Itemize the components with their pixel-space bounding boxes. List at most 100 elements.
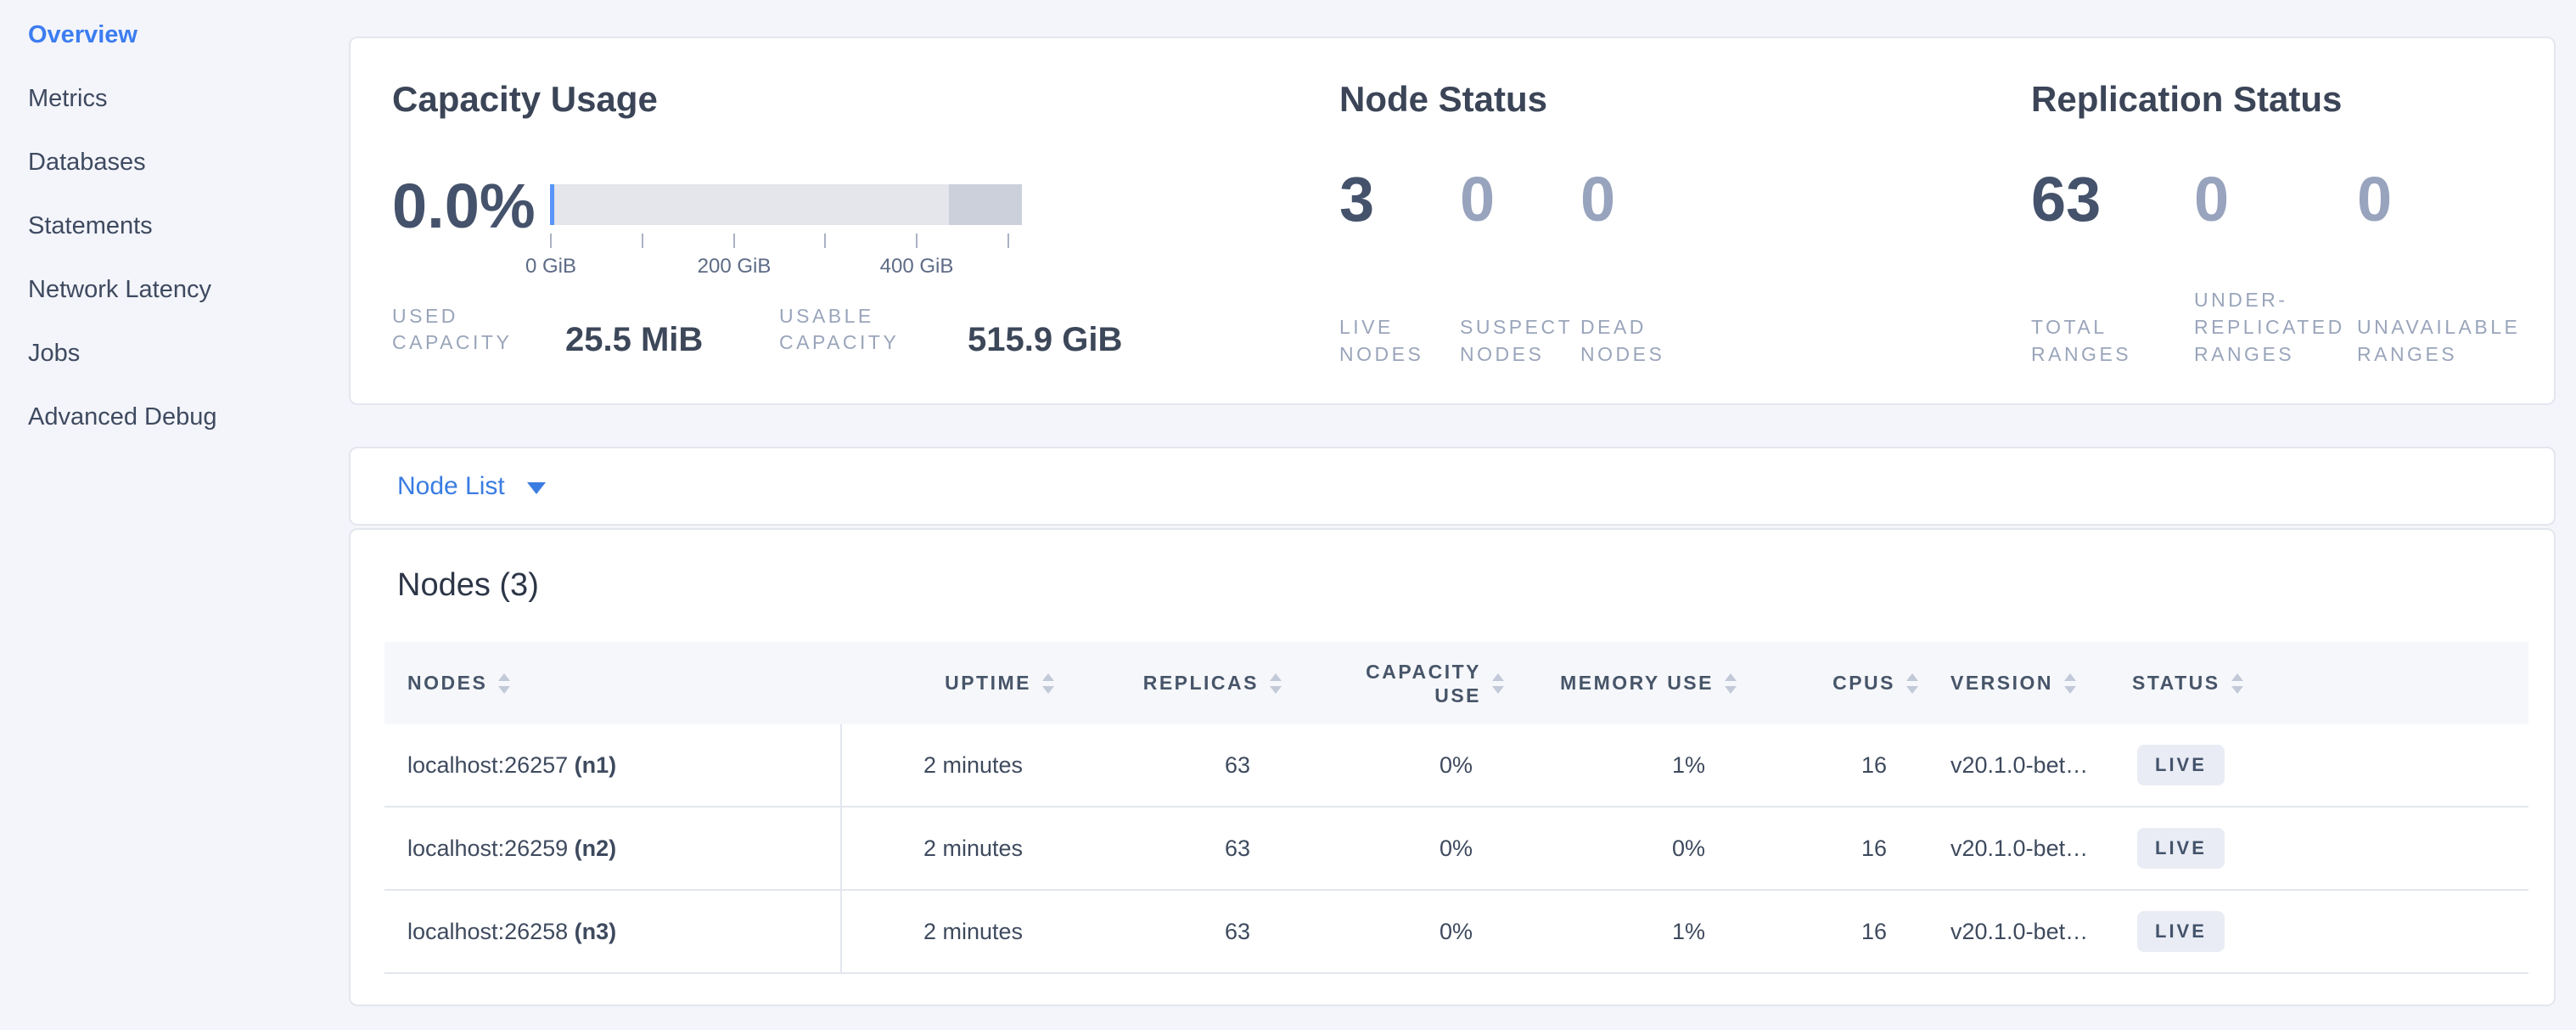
used-capacity-value: 25.5 MiB <box>565 321 704 358</box>
column-header-status[interactable]: STATUS <box>2102 642 2528 724</box>
view-selector-panel: Node List <box>349 447 2556 526</box>
sort-icon <box>1725 673 1737 694</box>
column-header-memory-use[interactable]: MEMORY USE <box>1504 642 1737 724</box>
status-badge: LIVE <box>2137 828 2225 869</box>
nodes-table-panel: Nodes (3) NODES UPTIME REPLICAS CAPACITY… <box>349 528 2556 1006</box>
status-cell: LIVE <box>2102 808 2528 889</box>
axis-label-400gib: 400 GiB <box>879 255 954 278</box>
cpus-cell: 16 <box>1860 751 1887 778</box>
version-cell: v20.1.0-bet… <box>1950 918 2089 944</box>
capacity-axis-ticks <box>550 234 1025 248</box>
sidebar-item-overview[interactable]: Overview <box>28 21 137 48</box>
sidebar: Overview Metrics Databases Statements Ne… <box>0 3 348 449</box>
status-cell: LIVE <box>2102 891 2528 972</box>
sort-icon <box>2231 673 2243 694</box>
table-row: localhost:26258 (n3) 2 minutes 63 0% 1% … <box>384 891 2528 974</box>
cpus-cell: 16 <box>1860 918 1887 944</box>
column-header-replicas[interactable]: REPLICAS <box>1054 642 1282 724</box>
used-capacity-label: USED CAPACITY <box>392 305 513 353</box>
sidebar-item-advanced-debug[interactable]: Advanced Debug <box>28 403 217 431</box>
chevron-down-icon <box>526 481 546 494</box>
sort-icon <box>1270 673 1282 694</box>
sidebar-item-databases[interactable]: Databases <box>28 149 146 176</box>
replicas-cell: 63 <box>1224 918 1250 944</box>
dead-nodes-label: DEAD NODES <box>1580 316 1665 365</box>
replication-status-stats: 63 TOTAL RANGES 0 UNDER-REPLICATED RANGE… <box>2031 166 2520 368</box>
version-cell: v20.1.0-bet… <box>1950 751 2089 778</box>
suspect-nodes-value: 0 <box>1460 164 1496 234</box>
dead-nodes-value: 0 <box>1580 164 1616 234</box>
unavailable-ranges-value: 0 <box>2357 164 2393 234</box>
live-nodes-label: LIVE NODES <box>1339 316 1424 365</box>
suspect-nodes-label: SUSPECT NODES <box>1460 316 1573 365</box>
memory-use-cell: 1% <box>1671 918 1705 944</box>
table-row: localhost:26259 (n2) 2 minutes 63 0% 0% … <box>384 808 2528 891</box>
uptime-cell: 2 minutes <box>840 808 1054 889</box>
node-id: (n1) <box>574 751 617 778</box>
capacity-usage-section: Capacity Usage 0.0% 0 GiB 200 GiB 400 Gi… <box>392 38 1334 403</box>
capacity-bar-track <box>550 184 1022 225</box>
usable-capacity-value: 515.9 GiB <box>968 321 1123 358</box>
sidebar-item-jobs[interactable]: Jobs <box>28 340 81 367</box>
sort-icon <box>498 673 511 694</box>
sort-icon <box>1042 673 1054 694</box>
node-address-cell[interactable]: localhost:26259 (n2) <box>407 835 617 861</box>
capacity-stats: USED CAPACITY 25.5 MiB USABLE CAPACITY 5… <box>392 303 1148 358</box>
capacity-axis-labels: 0 GiB 200 GiB 400 GiB <box>525 255 1025 280</box>
column-header-version[interactable]: VERSION <box>1918 642 2102 724</box>
node-status-section: Node Status 3 LIVE NODES 0 SUSPECT NODES… <box>1339 38 2018 403</box>
nodes-heading: Nodes (3) <box>397 567 539 603</box>
sort-icon <box>1906 673 1918 694</box>
unavailable-ranges-stat: 0 UNAVAILABLE RANGES <box>2357 164 2521 368</box>
version-cell: v20.1.0-bet… <box>1950 835 2089 861</box>
sidebar-item-metrics[interactable]: Metrics <box>28 85 108 112</box>
total-ranges-label: TOTAL RANGES <box>2031 316 2132 365</box>
total-ranges-value: 63 <box>2031 164 2102 234</box>
replicas-cell: 63 <box>1224 835 1250 861</box>
under-replicated-ranges-label: UNDER-REPLICATED RANGES <box>2194 289 2345 365</box>
capacity-use-cell: 0% <box>1439 751 1473 778</box>
usable-capacity-label: USABLE CAPACITY <box>779 305 900 353</box>
sidebar-item-statements[interactable]: Statements <box>28 212 153 239</box>
total-ranges-stat: 63 TOTAL RANGES <box>2031 166 2187 368</box>
node-status-title: Node Status <box>1339 79 1548 119</box>
sidebar-item-network-latency[interactable]: Network Latency <box>28 276 211 303</box>
replicas-cell: 63 <box>1224 751 1250 778</box>
node-address-cell[interactable]: localhost:26257 (n1) <box>407 751 617 778</box>
nodes-table: NODES UPTIME REPLICAS CAPACITY USE MEMOR… <box>384 642 2528 974</box>
sort-icon <box>1492 673 1504 694</box>
column-header-cpus[interactable]: CPUS <box>1737 642 1918 724</box>
under-replicated-ranges-stat: 0 UNDER-REPLICATED RANGES <box>2194 166 2350 368</box>
status-cell: LIVE <box>2102 724 2528 806</box>
memory-use-cell: 0% <box>1671 835 1705 861</box>
axis-label-0gib: 0 GiB <box>525 255 577 278</box>
unavailable-ranges-label: UNAVAILABLE RANGES <box>2357 316 2521 365</box>
node-id: (n2) <box>574 835 617 861</box>
capacity-usage-title: Capacity Usage <box>392 79 658 119</box>
capacity-bar-other-segment <box>949 184 1022 225</box>
column-header-uptime[interactable]: UPTIME <box>840 642 1054 724</box>
node-address-cell[interactable]: localhost:26258 (n3) <box>407 918 617 944</box>
column-header-capacity-use[interactable]: CAPACITY USE <box>1282 642 1504 724</box>
node-id: (n3) <box>574 918 617 944</box>
under-replicated-ranges-value: 0 <box>2194 164 2230 234</box>
node-list-dropdown[interactable]: Node List <box>397 472 546 501</box>
memory-use-cell: 1% <box>1671 751 1705 778</box>
replication-status-section: Replication Status 63 TOTAL RANGES 0 UND… <box>2031 38 2549 403</box>
capacity-use-cell: 0% <box>1439 835 1473 861</box>
uptime-cell: 2 minutes <box>840 724 1054 806</box>
status-badge: LIVE <box>2137 745 2225 785</box>
column-header-nodes[interactable]: NODES <box>384 642 840 724</box>
suspect-nodes-stat: 0 SUSPECT NODES <box>1460 164 1573 368</box>
cpus-cell: 16 <box>1860 835 1887 861</box>
capacity-use-cell: 0% <box>1439 918 1473 944</box>
live-nodes-value: 3 <box>1339 164 1375 234</box>
sort-icon <box>2064 673 2077 694</box>
capacity-used-percent: 0.0% <box>392 171 536 241</box>
dead-nodes-stat: 0 DEAD NODES <box>1580 166 1682 368</box>
capacity-bar-used-segment <box>550 184 554 225</box>
node-list-dropdown-label: Node List <box>397 471 505 500</box>
status-badge: LIVE <box>2137 911 2225 952</box>
cluster-summary-panel: Capacity Usage 0.0% 0 GiB 200 GiB 400 Gi… <box>349 37 2556 405</box>
